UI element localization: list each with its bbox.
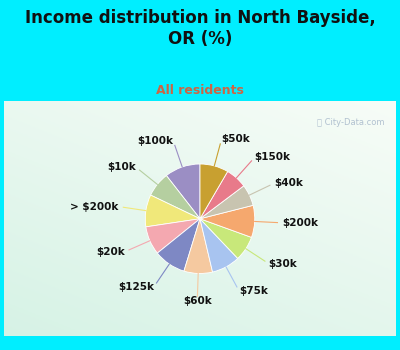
- Text: $10k: $10k: [107, 162, 136, 172]
- Wedge shape: [184, 219, 212, 273]
- Wedge shape: [200, 219, 252, 258]
- Text: All residents: All residents: [156, 84, 244, 97]
- Text: $50k: $50k: [222, 134, 250, 145]
- Wedge shape: [157, 219, 200, 271]
- Wedge shape: [200, 205, 255, 237]
- Wedge shape: [145, 195, 200, 227]
- Wedge shape: [200, 164, 228, 219]
- Text: $20k: $20k: [96, 247, 125, 257]
- Text: $60k: $60k: [183, 296, 212, 306]
- Text: $100k: $100k: [137, 136, 173, 146]
- Text: $125k: $125k: [118, 282, 154, 292]
- Wedge shape: [200, 172, 244, 219]
- Text: ⓘ City-Data.com: ⓘ City-Data.com: [317, 118, 384, 127]
- Wedge shape: [200, 186, 253, 219]
- Text: Income distribution in North Bayside,
OR (%): Income distribution in North Bayside, OR…: [25, 9, 375, 48]
- Wedge shape: [151, 176, 200, 219]
- Wedge shape: [200, 219, 238, 272]
- Text: $200k: $200k: [282, 218, 318, 228]
- Text: $30k: $30k: [269, 259, 298, 269]
- Wedge shape: [166, 164, 200, 219]
- Text: $150k: $150k: [255, 152, 291, 162]
- Text: $40k: $40k: [274, 178, 303, 188]
- Text: $75k: $75k: [239, 286, 268, 296]
- Text: > $200k: > $200k: [70, 202, 119, 212]
- Wedge shape: [146, 219, 200, 253]
